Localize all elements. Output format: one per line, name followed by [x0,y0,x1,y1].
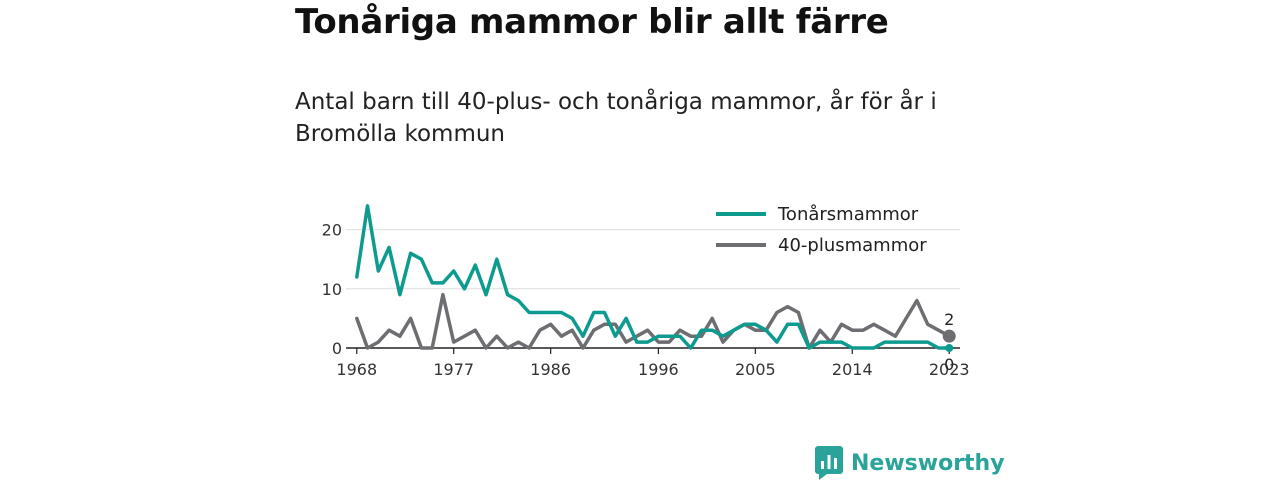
chart-title: Tonåriga mammor blir allt färre [295,2,889,42]
chart-subtitle: Antal barn till 40-plus- och tonåriga ma… [295,89,937,147]
logo-text: Newsworthy [851,450,1005,476]
end-point [945,344,954,352]
end-value-label: 0 [944,355,954,374]
end-value-label: 2 [944,310,954,329]
y-tick-label: 10 [322,280,342,299]
x-tick-label: 1977 [433,360,474,379]
y-tick-label: 0 [332,339,342,358]
bar-chart-speech-icon [815,446,843,480]
legend-label: 40-plusmammor [778,235,927,256]
x-tick-label: 2014 [832,360,873,379]
series-line-40-plusmammor [355,292,951,350]
y-tick-label: 20 [322,221,342,240]
legend-label: Tonårsmammor [777,204,919,225]
x-tick-label: 1996 [638,360,679,379]
x-tick-label: 1968 [336,360,377,379]
x-tick-label: 2023 [929,360,970,379]
end-point [942,329,956,343]
x-tick-label: 2005 [735,360,776,379]
newsworthy-logo: Newsworthy [815,446,1005,480]
x-tick-label: 1986 [530,360,571,379]
series-line-tonarsmammor [355,204,951,350]
